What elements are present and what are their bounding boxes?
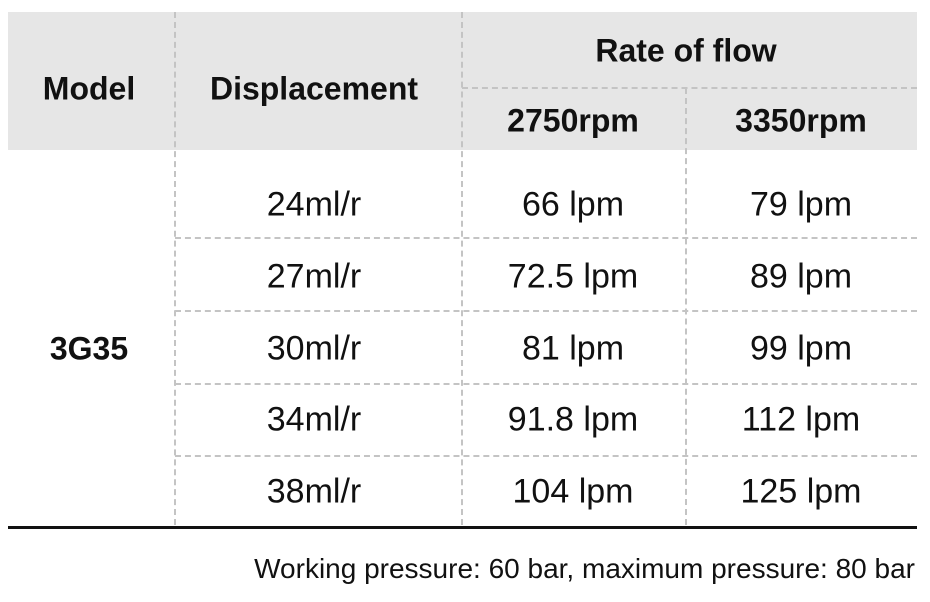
header-rate: Rate of flow xyxy=(595,32,777,69)
header-rpm: 3350rpm xyxy=(735,102,867,139)
cell: 112 lpm xyxy=(741,400,861,439)
divider xyxy=(461,12,463,525)
row-divider xyxy=(175,383,917,385)
cell: 125 lpm xyxy=(740,472,862,511)
cell: 104 lpm xyxy=(512,472,634,511)
divider xyxy=(462,87,917,89)
divider xyxy=(685,88,687,525)
row-divider xyxy=(175,237,917,239)
cell: 79 lpm xyxy=(749,185,853,224)
cell: 30ml/r xyxy=(266,329,362,368)
row-divider xyxy=(175,455,917,457)
footnote: Working pressure: 60 bar, maximum pressu… xyxy=(254,553,915,584)
cell: 66 lpm xyxy=(521,185,625,224)
model-cell: 3G35 xyxy=(49,330,129,367)
row-divider xyxy=(175,310,917,312)
cell: 89 lpm xyxy=(749,257,853,296)
header-model: Model xyxy=(42,70,136,107)
bottom-rule xyxy=(8,526,917,529)
cell: 27ml/r xyxy=(266,257,362,296)
cell: 34ml/r xyxy=(266,400,362,439)
cell: 72.5 lpm xyxy=(507,257,639,296)
cell: 24ml/r xyxy=(266,185,362,224)
cell: 81 lpm xyxy=(521,329,625,368)
divider xyxy=(174,12,176,525)
header-rpm: 2750rpm xyxy=(507,102,639,139)
cell: 38ml/r xyxy=(266,472,362,511)
cell: 99 lpm xyxy=(749,329,853,368)
cell: 91.8 lpm xyxy=(507,400,639,439)
header-displacement: Displacement xyxy=(209,70,419,107)
